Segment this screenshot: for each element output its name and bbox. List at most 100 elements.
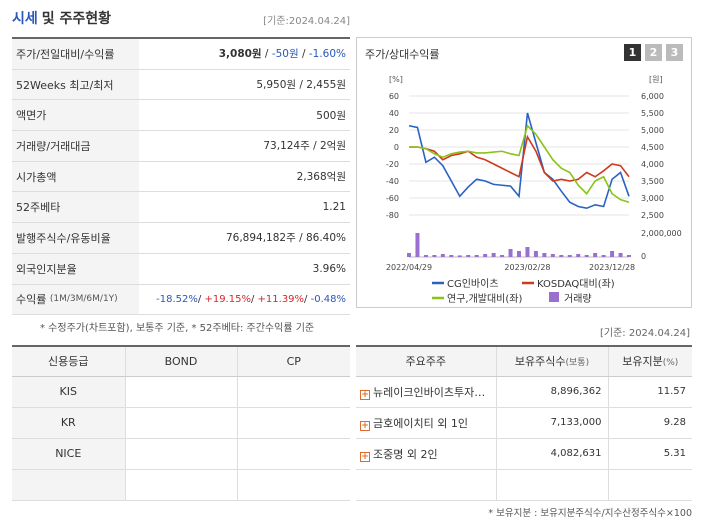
legend-swatch [549, 292, 559, 302]
legend-label: CG인바이츠 [447, 278, 499, 290]
volume-bar [550, 254, 555, 257]
legend-label: 연구,개발대비(좌) [447, 293, 522, 305]
volume-bar [525, 247, 530, 257]
label-shares: 발행주식수/유동비율 [12, 223, 139, 253]
holder-name[interactable]: + 뉴레이크인바이츠투자… [356, 376, 497, 408]
label-return: 수익률 (1M/3M/6M/1Y) [12, 284, 139, 315]
x-tick: 2023/12/28 [589, 263, 635, 272]
market-info-table: 주가/전일대비/수익률 3,080원 / -50원 / -1.60% 52Wee… [12, 37, 350, 316]
volume-bar [508, 249, 513, 257]
volume-bar [457, 255, 462, 257]
note-holders: * 보유지분 : 보유지분주식수/지수산정주식수×100 [488, 508, 692, 519]
chart-tab-1[interactable]: 1 [624, 44, 641, 61]
chart-panel: 주가/상대수익률 1 2 3 [%] [원] 60 40 20 0 -20 -40 -60 -80… [356, 37, 692, 308]
volume-bar [466, 255, 471, 257]
chart-tabs: 1 2 3 [624, 44, 683, 61]
row-return: 수익률 (1M/3M/6M/1Y) -18.52%/ +19.15%/ +11.… [12, 284, 350, 316]
y-right-tick: 6,000 [641, 92, 664, 101]
volume-bar [449, 255, 454, 257]
holders-header-shares: 보유주식수(보통) [496, 346, 609, 377]
y-left-tick: -20 [386, 160, 399, 169]
shareholders-table: 주요주주 보유주식수(보통) 보유지분(%) + 뉴레이크인바이츠투자… 8,89… [356, 345, 692, 501]
table-row: NICE [12, 438, 350, 470]
vol-zero: 0 [641, 252, 646, 261]
holder-name[interactable]: + 조중명 외 2인 [356, 438, 497, 470]
x-tick: 2023/02/28 [504, 263, 550, 272]
table-row [356, 469, 692, 501]
value-par: 500원 [316, 109, 346, 122]
label-par: 액면가 [12, 100, 139, 131]
row-beta: 52주베타 1.21 [12, 192, 350, 224]
holders-header-name: 주요주주 [356, 346, 497, 377]
value-price: 3,080원 / -50원 / -1.60% [218, 48, 346, 61]
volume-bar [584, 255, 589, 257]
y-right-tick: 4,500 [641, 143, 664, 152]
chart-tab-3[interactable]: 3 [666, 44, 683, 61]
volume-bar [533, 251, 538, 257]
expand-plus-icon[interactable]: + [360, 389, 370, 400]
credit-header-rating: 신용등급 [12, 346, 126, 377]
base-date: [기준:2024.04.24] [263, 16, 350, 27]
holder-name[interactable]: + 금호에이치티 외 1인 [356, 407, 497, 439]
table-row: + 뉴레이크인바이츠투자… 8,896,362 11.57 [356, 376, 692, 408]
y-right-tick: 3,500 [641, 177, 664, 186]
value-mcap: 2,368억원 [296, 171, 346, 184]
chart-tab-2[interactable]: 2 [645, 44, 662, 61]
holder-shares: 8,896,362 [496, 376, 609, 408]
y-right-tick: 2,500 [641, 211, 664, 220]
series-line [409, 134, 630, 182]
value-return: -18.52%/ +19.15%/ +11.39%/ -0.48% [156, 293, 346, 305]
row-volume: 거래량/거래대금 73,124주 / 2억원 [12, 131, 350, 162]
volume-bar [601, 255, 606, 257]
volume-bar [593, 253, 598, 257]
y-left-tick: -40 [386, 177, 399, 186]
y-left-tick: 20 [389, 126, 399, 135]
series-line [408, 112, 630, 210]
vol-tick: 2,000,000 [641, 229, 682, 238]
holder-pct: 5.31 [608, 438, 692, 470]
volume-bar [542, 253, 547, 257]
legend-label: KOSDAQ대비(좌) [537, 278, 615, 290]
expand-plus-icon[interactable]: + [360, 420, 370, 431]
expand-plus-icon[interactable]: + [360, 451, 370, 462]
section-title: 시세 [12, 11, 38, 27]
table-row [12, 469, 350, 501]
credit-header-cp: CP [237, 346, 350, 377]
x-tick: 2022/04/29 [386, 263, 432, 272]
y-left-tick: -80 [386, 211, 399, 220]
volume-bar [415, 233, 420, 257]
volume-bar [432, 255, 437, 257]
volume-bar [517, 251, 521, 257]
row-par: 액면가 500원 [12, 100, 350, 132]
volume-bar [627, 255, 631, 257]
legend-label: 거래량 [564, 293, 592, 305]
note-right: [기준: 2024.04.24] [599, 328, 690, 339]
table-row: + 조중명 외 2인 4,082,631 5.31 [356, 438, 692, 470]
volume-bar [474, 255, 479, 257]
volume-bar [483, 254, 488, 257]
y-left-tick: 0 [394, 143, 399, 152]
label-volume: 거래량/거래대금 [12, 131, 139, 161]
price-chart: [%] [원] 60 40 20 0 -20 -40 -60 -80 6,000 5,500 5,000… [386, 75, 682, 305]
section-header: 시세 및 주주현황 [기준:2024.04.24] [12, 8, 350, 32]
volume-bar [500, 255, 505, 257]
label-price: 주가/전일대비/수익률 [12, 39, 139, 69]
y-right-tick: 5,500 [641, 109, 664, 118]
volume-bar [423, 255, 428, 257]
y-left-tick: -60 [386, 194, 399, 203]
holders-header-pct: 보유지분(%) [608, 346, 692, 377]
table-row: KIS [12, 376, 350, 408]
volume-bar [559, 255, 564, 257]
table-row: + 금호에이치티 외 1인 7,133,000 9.28 [356, 407, 692, 439]
price-change: -50원 [271, 48, 299, 61]
label-foreign: 외국인지분율 [12, 253, 139, 284]
note-left: * 수정주가(차트포함), 보통주 기준, * 52주베타: 주간수익률 기준 [40, 323, 315, 334]
row-price: 주가/전일대비/수익률 3,080원 / -50원 / -1.60% [12, 39, 350, 70]
section-title-sub: 및 주주현황 [41, 11, 112, 27]
volume-bar [567, 255, 572, 257]
volume-bar [610, 251, 615, 257]
credit-header-bond: BOND [125, 346, 238, 377]
row-foreign: 외국인지분율 3.96% [12, 253, 350, 285]
value-foreign: 3.96% [312, 262, 346, 275]
row-52wk: 52Weeks 최고/최저 5,950원 / 2,455원 [12, 69, 350, 101]
